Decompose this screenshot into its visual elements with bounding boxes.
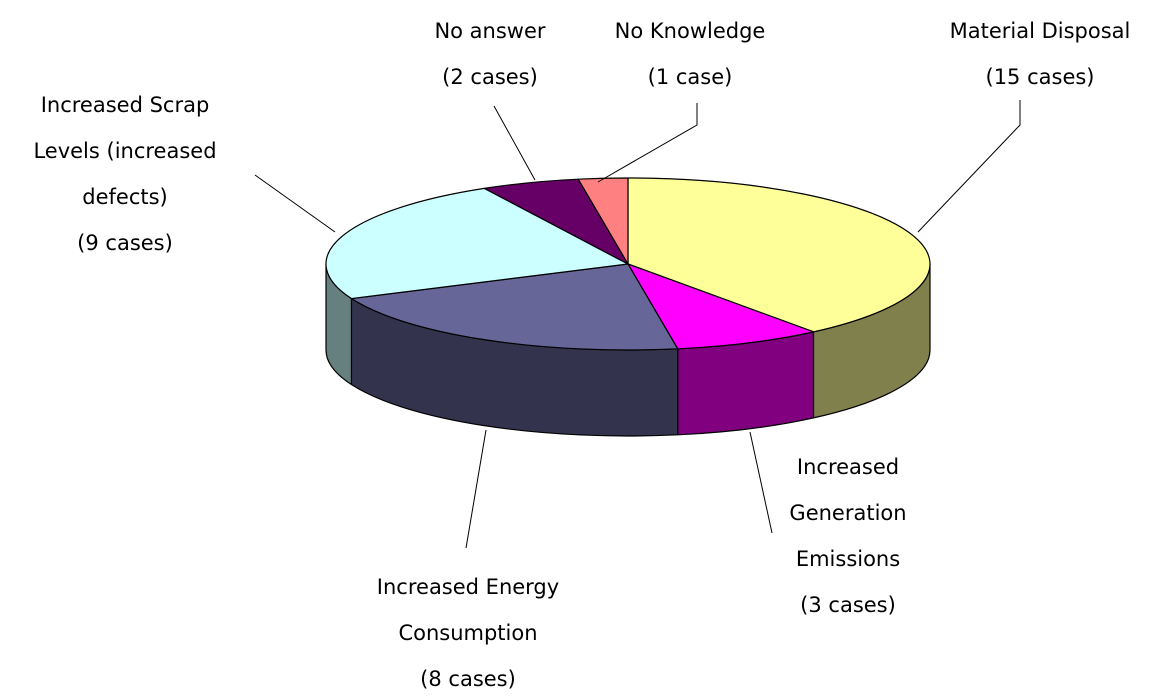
slice-label: Material Disposal	[950, 19, 1131, 43]
slice	[627, 263, 815, 350]
slice	[627, 177, 931, 333]
slice-label: Increased Scrap Levels (increased defects)	[33, 93, 216, 209]
slice	[325, 187, 629, 300]
leader-line	[597, 103, 698, 183]
leader-line	[254, 174, 336, 233]
slice-label: No Knowledge	[615, 19, 766, 43]
slice-label: Increased Energy Consumption	[377, 575, 559, 645]
leader-line	[917, 100, 1021, 233]
value-label: (1 case)	[648, 65, 733, 89]
value-label: (3 cases)	[800, 593, 896, 617]
leader-line	[465, 429, 487, 549]
value-label: (2 cases)	[442, 65, 538, 89]
leader-line	[493, 105, 536, 181]
slice	[577, 177, 629, 265]
value-label: (15 cases)	[986, 65, 1095, 89]
slice-label: No answer	[434, 19, 545, 43]
value-label: (8 cases)	[420, 667, 516, 691]
slice-label: Increased Generation Emissions	[789, 455, 906, 571]
leader-line	[749, 431, 773, 534]
slice	[350, 263, 679, 351]
value-label: (9 cases)	[77, 231, 173, 255]
